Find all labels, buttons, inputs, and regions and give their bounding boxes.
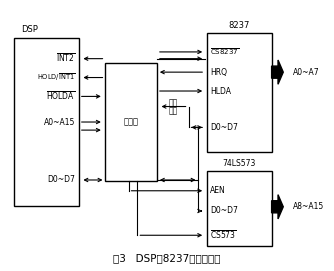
Text: $\overline{\mathrm{CS8237}}$: $\overline{\mathrm{CS8237}}$ <box>210 47 239 57</box>
Text: DSP: DSP <box>21 25 37 34</box>
Text: 图3   DSP与8237的接口电路: 图3 DSP与8237的接口电路 <box>113 254 221 264</box>
Text: AEN: AEN <box>210 186 226 195</box>
Text: HLDA: HLDA <box>210 86 231 95</box>
Text: 中断: 中断 <box>169 106 178 115</box>
Bar <box>14 38 79 206</box>
Text: D0~D7: D0~D7 <box>210 207 238 215</box>
Text: D0~D7: D0~D7 <box>48 176 75 185</box>
Bar <box>106 63 157 181</box>
Text: 74LS573: 74LS573 <box>222 159 256 168</box>
Text: A0~A7: A0~A7 <box>293 68 320 77</box>
Polygon shape <box>272 60 283 84</box>
Text: 8237: 8237 <box>228 21 250 30</box>
Bar <box>207 33 272 152</box>
Polygon shape <box>272 195 283 219</box>
Bar <box>207 170 272 246</box>
Text: HOLD/$\overline{\mathrm{INT1}}$: HOLD/$\overline{\mathrm{INT1}}$ <box>37 72 75 83</box>
Text: 译码器: 译码器 <box>124 118 139 127</box>
Text: $\overline{\mathrm{CS573}}$: $\overline{\mathrm{CS573}}$ <box>210 229 236 241</box>
Text: D0~D7: D0~D7 <box>210 123 238 132</box>
Text: $\overline{\mathrm{INT2}}$: $\overline{\mathrm{INT2}}$ <box>56 53 75 65</box>
Text: 声卡: 声卡 <box>169 98 178 107</box>
Text: A8~A15: A8~A15 <box>293 202 324 211</box>
Text: A0~A15: A0~A15 <box>44 118 75 127</box>
Text: HRQ: HRQ <box>210 68 227 77</box>
Text: $\overline{\mathrm{HOLDA}}$: $\overline{\mathrm{HOLDA}}$ <box>46 90 75 102</box>
